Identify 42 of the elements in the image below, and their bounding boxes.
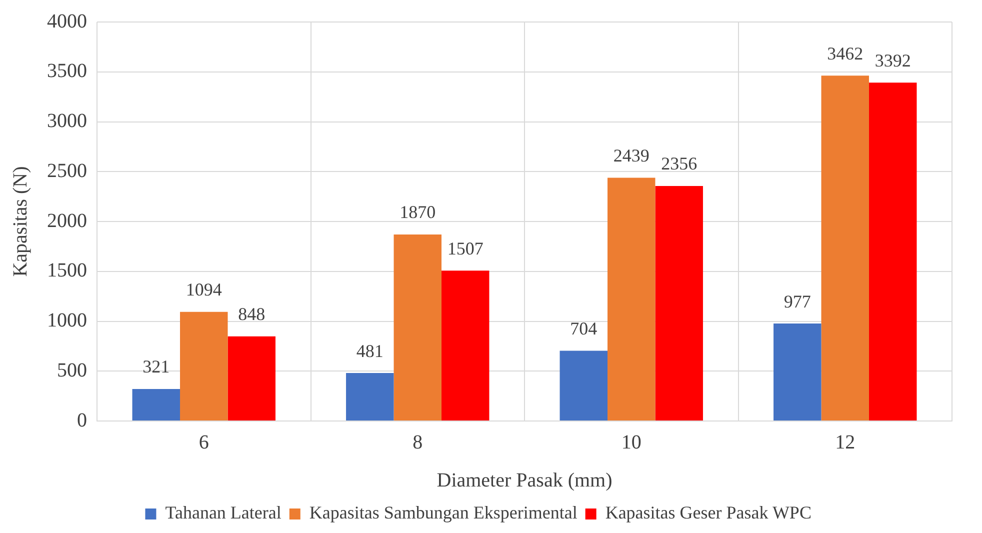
data-label: 3392 [874, 50, 911, 70]
legend-label: Kapasitas Geser Pasak WPC [605, 502, 812, 523]
x-tick-label: 8 [412, 431, 423, 454]
y-tick-label: 0 [77, 409, 87, 432]
x-tick-label: 12 [835, 431, 856, 454]
data-label: 2439 [613, 145, 650, 166]
y-tick-label: 2500 [47, 160, 87, 182]
legend-label: Kapasitas Sambungan Eksperimental [309, 502, 578, 523]
y-tick-label: 3000 [47, 110, 87, 132]
bar [774, 324, 822, 420]
x-tick-label: 10 [621, 431, 642, 454]
bar [180, 312, 228, 420]
data-label: 3462 [827, 43, 864, 64]
data-label: 2356 [661, 154, 698, 174]
y-tick-label: 2000 [47, 210, 87, 232]
data-label: 977 [784, 291, 811, 312]
data-label: 481 [356, 340, 384, 361]
bar [228, 336, 276, 420]
bar [821, 76, 869, 420]
bar [655, 186, 703, 420]
x-tick-label: 6 [198, 431, 209, 454]
x-axis-title: Diameter Pasak (mm) [436, 469, 612, 492]
bar [560, 350, 608, 420]
data-label: 321 [142, 356, 170, 377]
y-tick-label: 1000 [47, 310, 87, 332]
legend-label: Tahanan Lateral [165, 502, 282, 523]
bar [394, 234, 442, 420]
y-tick-label: 500 [57, 359, 87, 382]
y-tick-label: 3500 [47, 60, 87, 82]
bar [346, 373, 394, 420]
bar [441, 270, 490, 420]
bar [868, 82, 917, 420]
data-label: 1870 [400, 202, 436, 222]
data-label: 848 [238, 304, 266, 324]
bar [132, 388, 180, 420]
bar [608, 178, 656, 420]
data-label: 1094 [186, 280, 222, 300]
data-label: 1507 [447, 238, 484, 258]
y-tick-label: 1500 [47, 260, 87, 282]
y-axis-title: Kapasitas (N) [9, 166, 32, 277]
y-tick-label: 4000 [47, 10, 87, 32]
data-label: 704 [570, 318, 598, 339]
